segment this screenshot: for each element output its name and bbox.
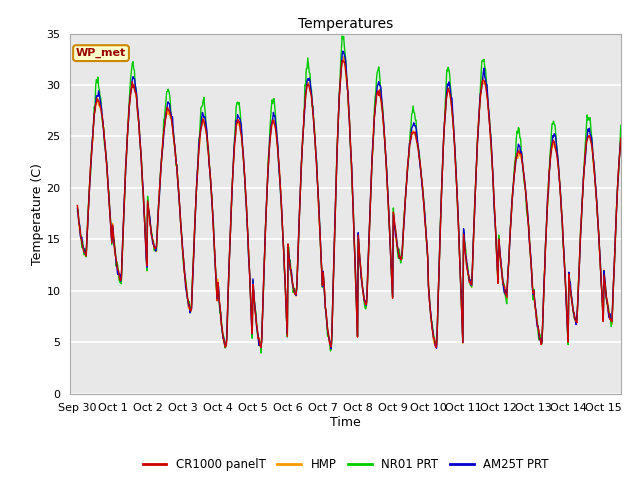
HMP [478,83,486,88]
NR01 PRT [150,238,157,244]
HMP [150,241,157,247]
AM25T PRT [339,48,347,54]
X-axis label: Time: Time [330,416,361,429]
HMP [305,83,313,88]
AM25T PRT [74,206,81,212]
AM25T PRT [465,273,472,278]
Line: AM25T PRT: AM25T PRT [77,51,621,349]
CR1000 panelT [465,273,472,279]
Line: NR01 PRT: NR01 PRT [77,36,621,353]
Y-axis label: Temperature (C): Temperature (C) [31,163,44,264]
NR01 PRT [257,350,265,356]
NR01 PRT [76,223,83,228]
AM25T PRT [327,346,335,352]
CR1000 panelT [305,84,313,90]
Text: WP_met: WP_met [76,48,126,58]
AM25T PRT [76,222,83,228]
HMP [465,272,472,277]
CR1000 panelT [617,135,625,141]
AM25T PRT [305,75,313,81]
HMP [74,203,81,209]
CR1000 panelT [74,203,81,208]
CR1000 panelT [326,341,333,347]
CR1000 panelT [76,224,83,230]
HMP [326,339,333,345]
NR01 PRT [617,122,625,128]
NR01 PRT [326,348,334,354]
NR01 PRT [74,208,81,214]
Title: Temperatures: Temperatures [298,17,393,31]
Line: HMP: HMP [77,57,621,350]
CR1000 panelT [432,345,440,350]
CR1000 panelT [478,81,486,87]
NR01 PRT [478,58,486,64]
NR01 PRT [306,71,314,76]
CR1000 panelT [150,241,157,247]
HMP [617,138,625,144]
HMP [76,229,83,235]
AM25T PRT [326,338,333,344]
AM25T PRT [150,240,157,246]
AM25T PRT [617,137,625,143]
HMP [340,54,348,60]
NR01 PRT [465,277,472,283]
NR01 PRT [339,33,346,39]
Line: CR1000 panelT: CR1000 panelT [77,60,621,348]
HMP [326,347,334,353]
CR1000 panelT [339,58,347,63]
Legend: CR1000 panelT, HMP, NR01 PRT, AM25T PRT: CR1000 panelT, HMP, NR01 PRT, AM25T PRT [138,454,553,476]
AM25T PRT [478,83,486,89]
